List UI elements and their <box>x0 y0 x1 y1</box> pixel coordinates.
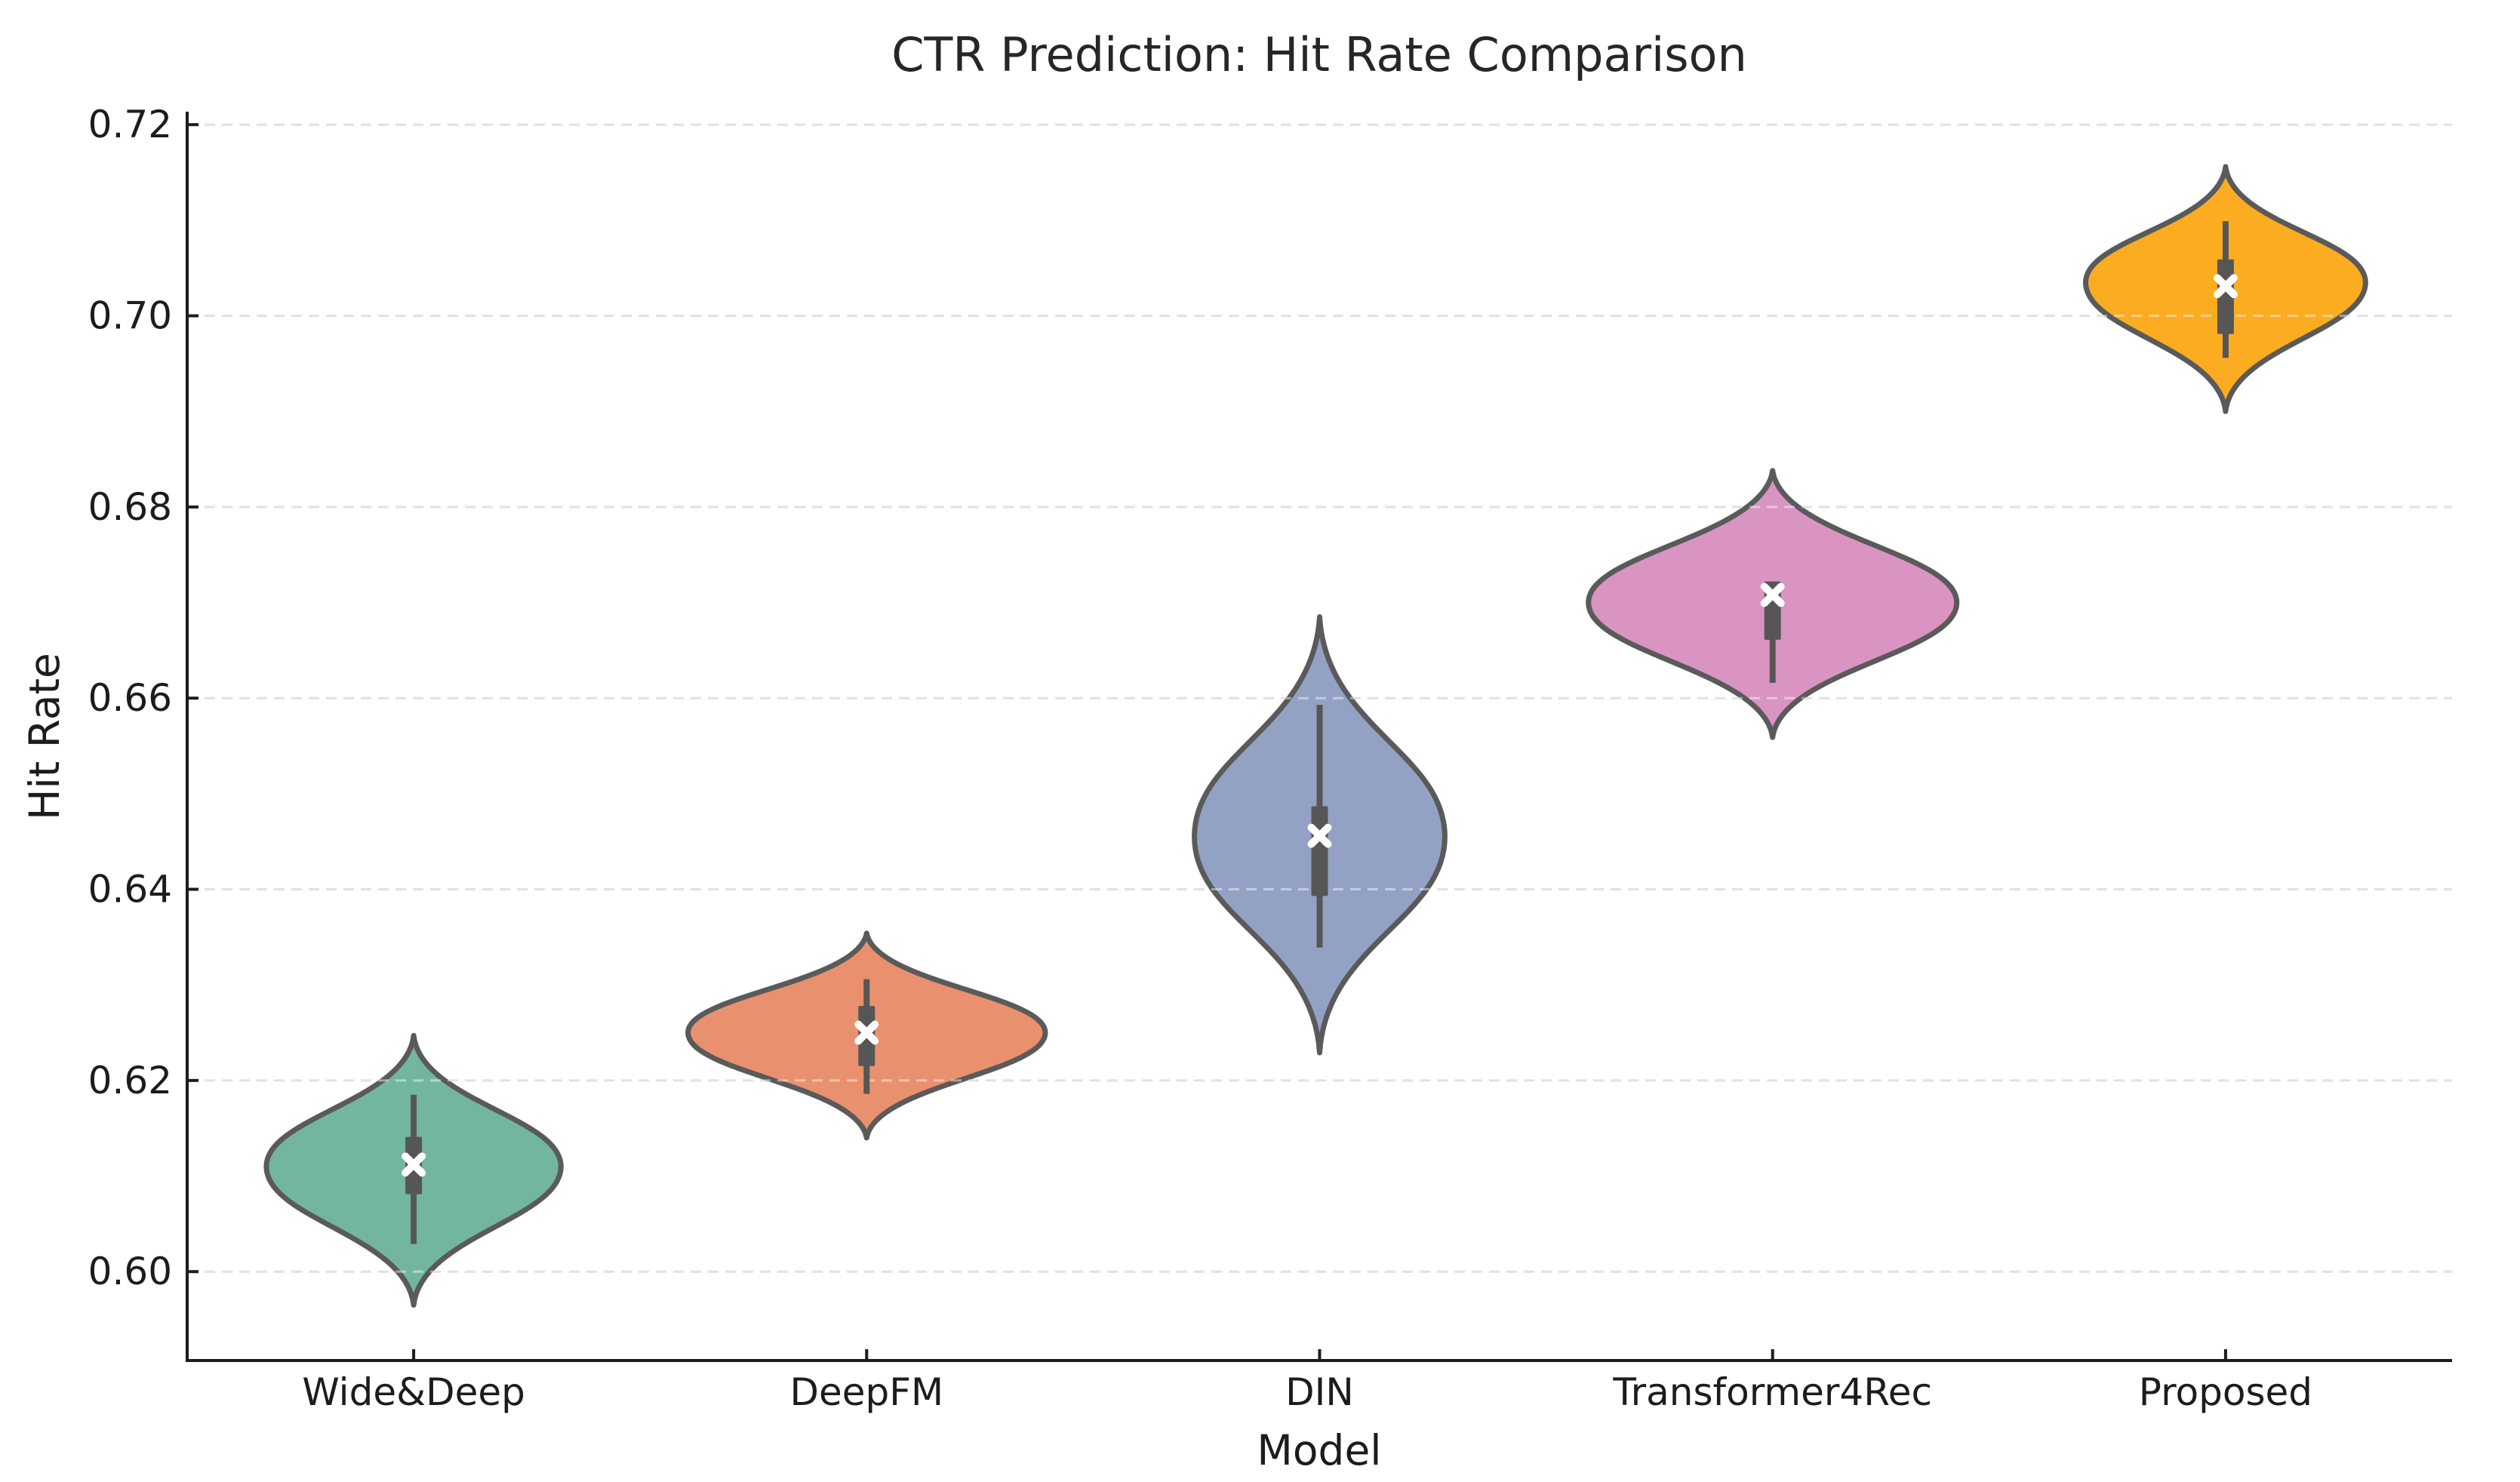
y-axis-label: Hit Rate <box>20 653 69 820</box>
x-tick-label-DIN: DIN <box>1285 1370 1354 1414</box>
y-tick-label: 0.70 <box>88 294 172 338</box>
y-tick-label: 0.64 <box>88 868 172 912</box>
violins <box>263 164 2368 1308</box>
tick-labels: 0.60 0.62 0.64 0.66 0.68 0.70 0.72 Wide&Deep Dee… <box>88 103 2312 1414</box>
y-tick-label: 0.60 <box>88 1250 172 1293</box>
mean-x-marker-Wide&Deep <box>402 1152 426 1177</box>
x-tick-label-Transformer4Rec: Transformer4Rec <box>1612 1370 1932 1414</box>
mean-x-marker-DIN <box>1307 823 1332 848</box>
axes-spines-ticks <box>186 112 2452 1362</box>
x-tick-label-Wide&Deep: Wide&Deep <box>302 1370 525 1414</box>
x-tick-label-Proposed: Proposed <box>2139 1370 2312 1414</box>
chart-title: CTR Prediction: Hit Rate Comparison <box>891 27 1747 82</box>
iqr-box-DIN <box>1311 806 1328 896</box>
x-tick-label-DeepFM: DeepFM <box>789 1370 943 1414</box>
y-tick-label: 0.68 <box>88 485 172 529</box>
mean-x-marker-Proposed <box>2213 274 2238 299</box>
y-tick-label: 0.66 <box>88 676 172 720</box>
inner-boxplots <box>402 221 2238 1244</box>
mean-x-marker-Transformer4Rec <box>1760 583 1785 607</box>
mean-x-marker-DeepFM <box>854 1020 879 1045</box>
y-tick-label: 0.62 <box>88 1059 172 1102</box>
x-axis-label: Model <box>1257 1426 1381 1474</box>
y-tick-label: 0.72 <box>88 103 172 146</box>
